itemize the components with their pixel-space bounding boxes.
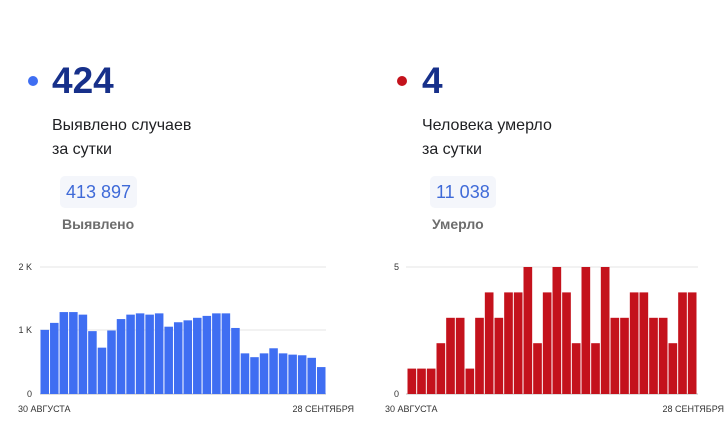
cases-bar-29: [307, 357, 316, 395]
deaths-bar-16: [552, 267, 562, 394]
cases-bar-14: [164, 326, 173, 394]
cases-x-start-label: 30 АВГУСТА: [18, 404, 71, 414]
cases-bar-6: [88, 331, 97, 394]
cases-panel: 424 Выявлено случаев за сутки 413 897 Вы…: [0, 0, 360, 421]
deaths-ytick-zero: 0: [394, 389, 399, 399]
deaths-bar-1: [407, 368, 417, 394]
deaths-bar-28: [668, 343, 678, 394]
deaths-total-label: Умерло: [432, 216, 484, 232]
deaths-caption-line1: Человека умерло: [422, 117, 552, 134]
deaths-bar-23: [620, 317, 629, 394]
deaths-bar-12: [513, 292, 523, 394]
cases-total-label: Выявлено: [62, 216, 135, 232]
cases-caption-line1: Выявлено случаев: [52, 117, 192, 134]
deaths-bar-20: [591, 343, 600, 394]
cases-bar-chart: 2 K 1 K 0 30 АВГУСТА 28 СЕНТЯБРЯ: [18, 262, 354, 414]
cases-bar-1: [40, 329, 50, 394]
deaths-legend-dot: [397, 76, 407, 86]
deaths-bar-chart: 5 0 30 АВГУСТА 28 СЕНТЯБРЯ: [385, 262, 724, 414]
cases-bar-9: [116, 319, 126, 394]
deaths-bar-6: [455, 317, 465, 394]
cases-bar-23: [250, 357, 259, 394]
cases-caption: Выявлено случаев за сутки: [52, 114, 191, 162]
deaths-bar-4: [436, 343, 446, 394]
cases-x-end-label: 28 СЕНТЯБРЯ: [292, 404, 354, 414]
cases-bar-26: [278, 353, 288, 394]
cases-ytick-zero: 0: [27, 389, 32, 399]
deaths-bar-9: [484, 292, 494, 394]
deaths-x-end-label: 28 СЕНТЯБРЯ: [662, 404, 724, 414]
cases-daily-value: 424: [52, 60, 114, 101]
deaths-bar-5: [446, 317, 455, 394]
deaths-bar-22: [610, 317, 620, 394]
cases-bar-13: [154, 313, 164, 394]
cases-bar-18: [202, 315, 212, 394]
deaths-bar-7: [465, 368, 475, 394]
deaths-ytick-max: 5: [394, 262, 399, 272]
cases-bar-25: [269, 348, 278, 394]
deaths-bars: [407, 267, 697, 394]
cases-bars: [40, 312, 326, 395]
deaths-bar-10: [494, 317, 504, 394]
cases-grid: [40, 266, 326, 395]
deaths-bar-26: [649, 317, 658, 394]
deaths-bar-2: [417, 368, 426, 394]
cases-bar-28: [297, 355, 307, 394]
cases-bar-8: [107, 330, 116, 394]
cases-bar-27: [288, 354, 297, 394]
deaths-bar-17: [562, 292, 571, 394]
deaths-bar-14: [533, 343, 542, 394]
cases-bar-21: [231, 327, 240, 394]
cases-bar-20: [221, 313, 231, 394]
cases-bar-10: [126, 314, 135, 395]
deaths-bar-25: [639, 292, 649, 394]
cases-bar-7: [97, 347, 107, 394]
deaths-bar-11: [504, 292, 513, 394]
cases-bar-4: [69, 312, 78, 394]
deaths-bar-15: [542, 292, 552, 394]
cases-bar-2: [50, 322, 59, 394]
cases-ytick-mid: 1 K: [18, 325, 32, 335]
cases-bar-24: [259, 353, 269, 394]
cases-caption-line2: за сутки: [52, 141, 112, 158]
cases-bar-16: [183, 320, 193, 394]
deaths-bar-19: [581, 267, 591, 394]
deaths-bar-8: [475, 317, 484, 394]
cases-bar-15: [173, 322, 183, 394]
deaths-bar-13: [523, 267, 533, 394]
deaths-total-value: 11 038: [430, 176, 496, 208]
cases-bar-12: [145, 314, 154, 395]
deaths-bar-3: [426, 368, 436, 394]
cases-total-value: 413 897: [60, 176, 138, 208]
deaths-bar-29: [678, 292, 687, 394]
deaths-daily-value: 4: [422, 60, 443, 101]
cases-legend-dot: [28, 76, 38, 86]
deaths-panel: 4 Человека умерло за сутки 11 038 Умерло…: [368, 0, 727, 421]
cases-bar-11: [135, 313, 145, 394]
cases-ytick-max: 2 K: [18, 262, 32, 272]
deaths-x-start-label: 30 АВГУСТА: [385, 404, 438, 414]
deaths-bar-18: [571, 343, 581, 394]
deaths-bar-27: [658, 317, 668, 394]
cases-bar-3: [59, 312, 69, 394]
cases-bar-22: [240, 353, 250, 394]
cases-bar-19: [212, 313, 221, 394]
deaths-bar-30: [687, 292, 697, 394]
deaths-caption: Человека умерло за сутки: [422, 114, 552, 162]
deaths-caption-line2: за сутки: [422, 141, 482, 158]
cases-bar-17: [193, 317, 202, 394]
cases-bar-5: [78, 314, 88, 395]
deaths-bar-24: [629, 292, 639, 394]
cases-bar-30: [316, 367, 326, 394]
deaths-bar-21: [600, 267, 610, 394]
